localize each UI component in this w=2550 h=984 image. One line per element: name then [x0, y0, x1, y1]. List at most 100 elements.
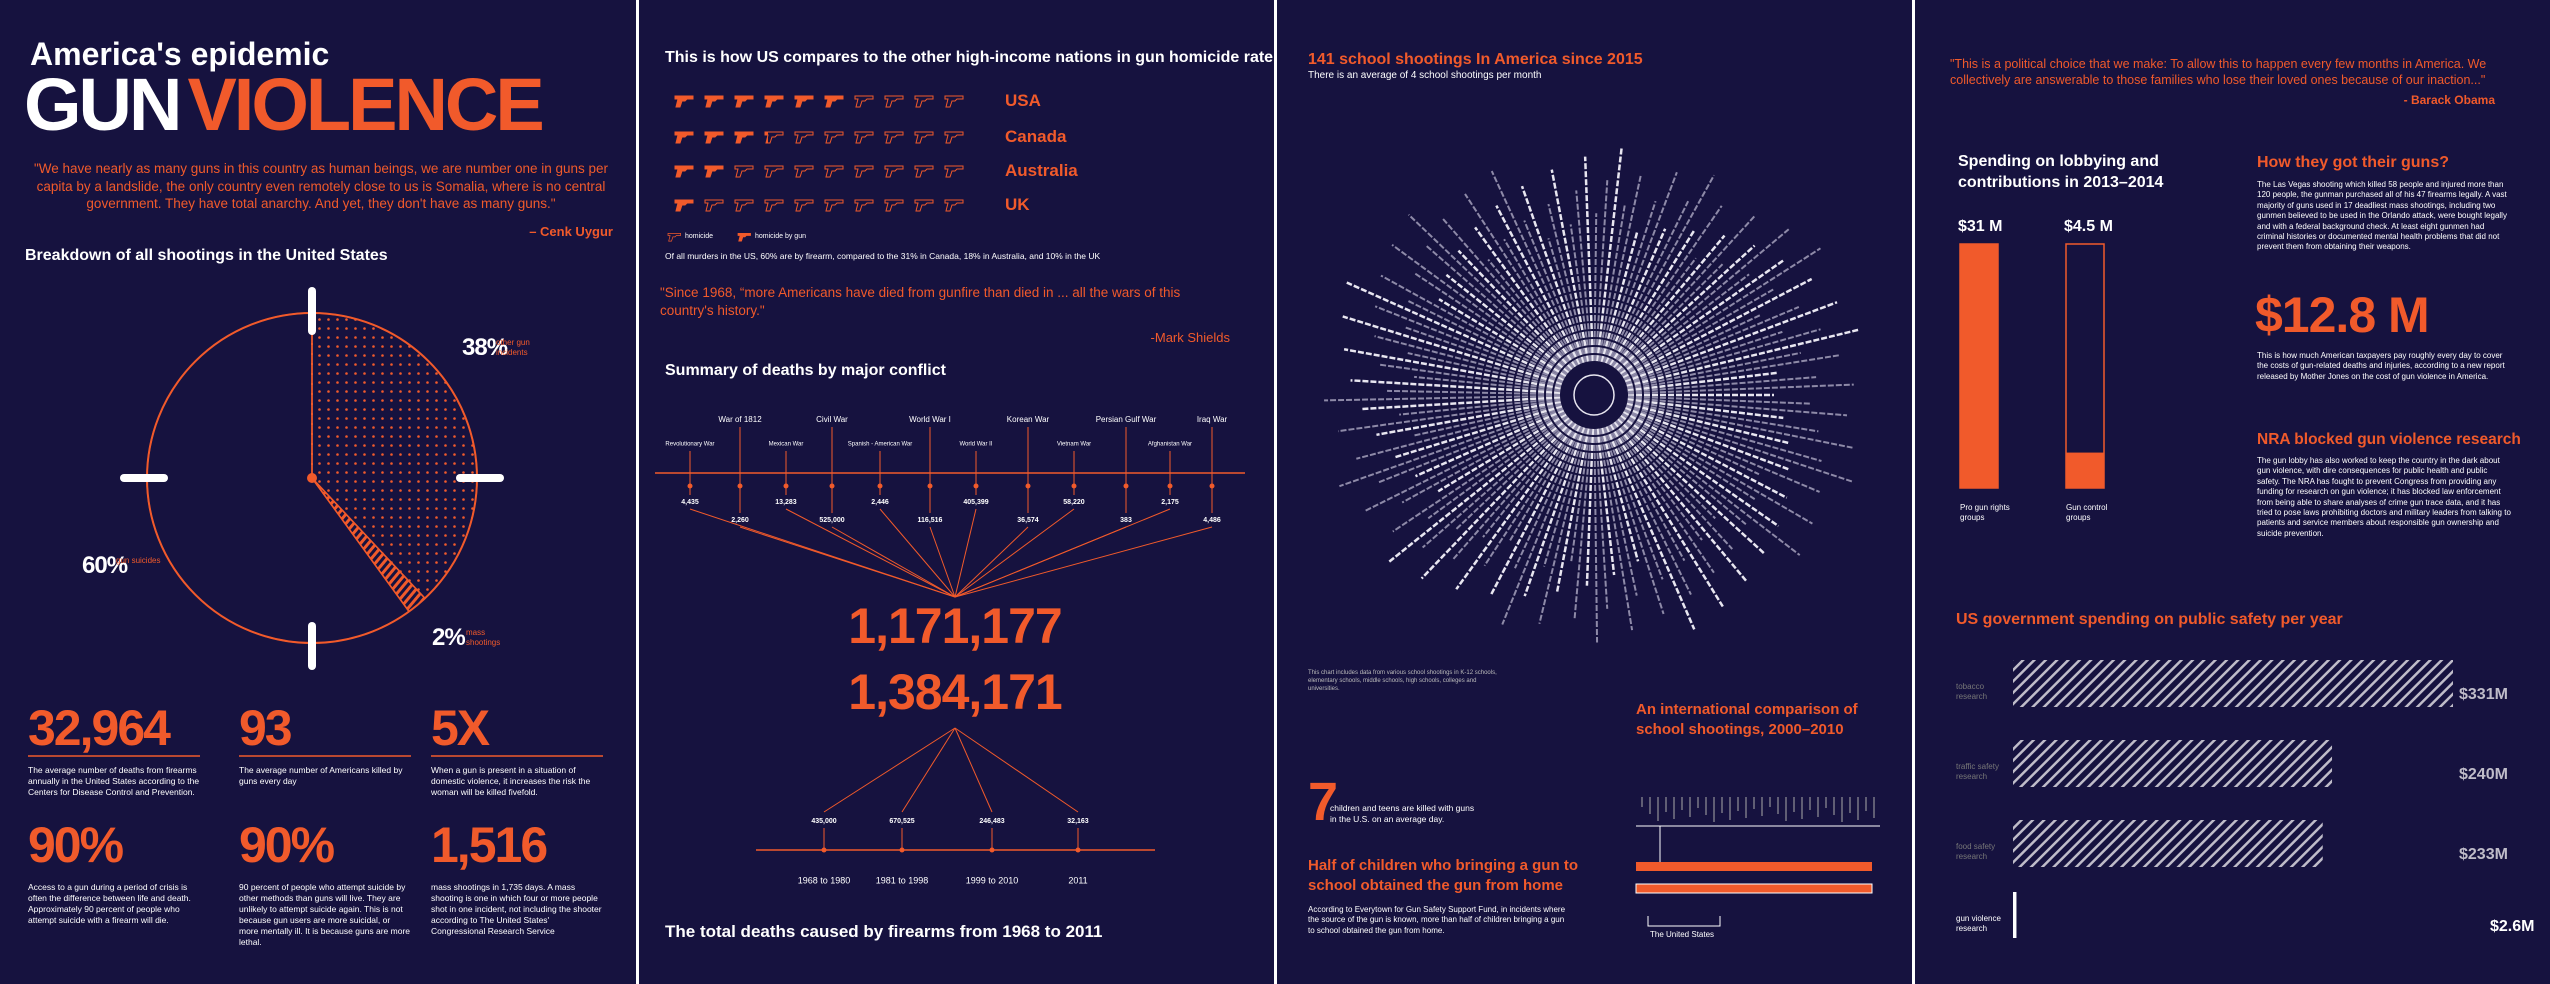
shooting-ray [1324, 394, 1561, 402]
shooting-ray [1399, 397, 1561, 416]
war-link [954, 508, 1171, 598]
shooting-ray [1621, 414, 1756, 500]
panel-bg [1277, 0, 1912, 984]
shooting-ray [1596, 428, 1616, 576]
war-dot [1209, 483, 1215, 489]
shooting-ray [1414, 375, 1561, 393]
icon-homicide [944, 165, 964, 178]
shooting-ray [1420, 420, 1573, 580]
icon-homicide-gun [765, 132, 768, 143]
shooting-ray [1614, 420, 1733, 550]
shooting-ray [1626, 328, 1821, 386]
shooting-ray [1394, 404, 1563, 459]
war-value: 13,283 [775, 499, 797, 506]
war-dot [1123, 483, 1129, 489]
shooting-ray [1621, 412, 1813, 525]
shooting-ray [1452, 421, 1574, 560]
icon-homicide [764, 165, 784, 178]
war-value: 58,220 [1063, 499, 1085, 506]
firearm-category: 1981 to 1998 [876, 875, 929, 885]
shooting-ray [1603, 426, 1664, 580]
firearm-category: 1999 to 2010 [966, 875, 1019, 885]
shooting-ray [1627, 400, 1819, 433]
icon-homicide-gun [795, 96, 813, 107]
war-value: 4,486 [1203, 517, 1221, 524]
icon-homicide-gun [675, 96, 693, 107]
war-dot [687, 483, 693, 489]
shooting-ray [1538, 428, 1588, 625]
section-text: The gun lobby has also worked to keep th… [2257, 456, 2511, 538]
stat-figure: 90% [28, 817, 124, 873]
shooting-ray [1501, 426, 1584, 625]
stat-text: According to Everytown for Gun Safety Su… [1308, 905, 1566, 935]
stat-text: Access to a gun during a period of crisi… [28, 882, 191, 926]
icon-homicide [944, 95, 964, 108]
icon-homicide [824, 199, 844, 212]
war-value: 405,399 [963, 499, 988, 506]
shooting-ray [1623, 313, 1763, 380]
quote: "This is a political choice that we make… [1950, 57, 2487, 88]
shooting-ray [1407, 213, 1572, 371]
shooting-ray [1624, 408, 1820, 493]
icon-homicide-gun [675, 166, 693, 177]
chart-title: Breakdown of all shootings in the United… [25, 247, 388, 264]
shooting-ray [1626, 351, 1801, 389]
war-label: Spanish - American War [848, 442, 912, 448]
shooting-ray [1609, 229, 1696, 366]
hbar-category-label: traffic safety research [1956, 762, 1999, 782]
shooting-ray [1619, 416, 1801, 556]
war-label: Korean War [1007, 415, 1050, 424]
kicker: America's epidemic [30, 36, 330, 72]
pie-value-label: 2% [432, 624, 466, 651]
icon-homicide [884, 199, 904, 212]
stat-text: children and teens are killed with guns … [1330, 803, 1475, 825]
shooting-ray [1619, 258, 1785, 375]
stat-text: The average number of Americans killed b… [239, 765, 403, 787]
war-label: Mexican War [769, 442, 804, 448]
shooting-ray [1585, 428, 1595, 586]
shooting-ray [1438, 298, 1567, 377]
title-word: VIOLENCE [187, 63, 544, 146]
shooting-ray [1626, 401, 1853, 449]
chart-title: This is how US compares to the other hig… [665, 49, 1274, 66]
hbar [2013, 892, 2017, 938]
stat-figure: 32,964 [28, 700, 171, 756]
war-link [739, 526, 956, 598]
comparison-bar [1635, 883, 1873, 894]
icon-homicide-gun [825, 96, 843, 107]
icon-homicide-gun [675, 132, 693, 143]
shooting-ray [1626, 402, 1790, 445]
shooting-ray [1387, 389, 1561, 396]
shooting-ray [1593, 428, 1599, 643]
icon-homicide [944, 199, 964, 212]
shooting-ray [1627, 397, 1848, 417]
shooting-ray [1405, 326, 1563, 384]
chart-note: Of all murders in the US, 60% are by fir… [665, 251, 1101, 261]
shooting-ray [1570, 428, 1591, 562]
icon-homicide [944, 131, 964, 144]
icon-homicide [734, 165, 754, 178]
firearm-value: 246,483 [979, 818, 1004, 825]
bar-value-label: $4.5 M [2064, 218, 2113, 235]
legend-icon [667, 233, 681, 242]
icon-homicide [794, 165, 814, 178]
war-label: Iraq War [1197, 415, 1228, 424]
shooting-ray [1378, 363, 1561, 391]
chart-title: An international comparison of school sh… [1636, 701, 1858, 738]
hbar-category-label: gun violence research [1956, 914, 2001, 934]
title-word: GUN [24, 63, 182, 146]
stat-figure: 1,516 [431, 817, 548, 873]
shooting-ray [1619, 415, 1780, 528]
shooting-ray [1618, 228, 1790, 373]
stat-figure: 93 [239, 700, 293, 756]
bar-value-label: $31 M [1958, 218, 2003, 235]
shooting-ray [1608, 425, 1686, 562]
hbar [2013, 740, 2333, 787]
icon-homicide [914, 199, 934, 212]
icon-homicide [824, 165, 844, 178]
shooting-ray [1437, 413, 1567, 493]
shooting-ray [1407, 352, 1562, 388]
panel-bg [0, 0, 636, 984]
stat-text: 90 percent of people who attempt suicide… [239, 882, 411, 948]
chart-title: Summary of deaths by major conflict [665, 362, 946, 379]
